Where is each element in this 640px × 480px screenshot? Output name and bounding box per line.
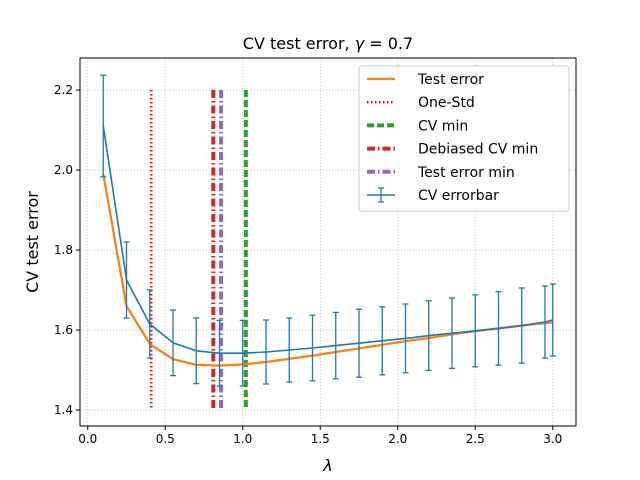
y-axis-label: CV test error bbox=[23, 191, 42, 293]
legend-box bbox=[358, 65, 570, 212]
legend: Test error One-Std CV min Debiased CV min Te… bbox=[358, 65, 570, 212]
y-tick-label: 1.8 bbox=[54, 243, 73, 257]
chart-title: CV test error, γ = 0.7 bbox=[243, 34, 413, 53]
legend-label: Test error min bbox=[417, 165, 515, 181]
y-tick-label: 1.4 bbox=[54, 403, 73, 417]
axis-ticks: 0.0 0.5 1.0 1.5 2.0 2.5 3.0 1.4 1.6 1.8 2.0 2.2 bbox=[54, 83, 562, 446]
legend-entry-one-std: One-Std bbox=[367, 95, 475, 111]
legend-label: CV errorbar bbox=[418, 188, 499, 204]
legend-entry-cv-errorbar: CV errorbar bbox=[367, 187, 499, 204]
y-tick-label: 2.2 bbox=[54, 83, 73, 97]
x-tick-label: 1.0 bbox=[233, 432, 252, 446]
y-tick-label: 2.0 bbox=[54, 163, 73, 177]
legend-entry-cv-min: CV min bbox=[367, 118, 468, 134]
vertical-marker-lines bbox=[150, 90, 248, 410]
x-tick-label: 1.5 bbox=[311, 432, 330, 446]
legend-label: Test error bbox=[417, 72, 484, 88]
y-tick-label: 1.6 bbox=[54, 323, 73, 337]
legend-entry-test-error-min: Test error min bbox=[367, 165, 515, 181]
legend-label: One-Std bbox=[418, 95, 475, 111]
legend-label: CV min bbox=[418, 118, 468, 134]
data-series bbox=[100, 74, 556, 387]
x-tick-label: 0.5 bbox=[156, 432, 175, 446]
x-tick-label: 0.0 bbox=[78, 432, 97, 446]
plot-area-frame bbox=[79, 57, 577, 427]
errorbar-point bbox=[100, 74, 107, 178]
x-tick-label: 2.5 bbox=[466, 432, 485, 446]
x-axis-label: λ bbox=[322, 456, 332, 475]
x-tick-label: 2.0 bbox=[388, 432, 407, 446]
series-line-cv-errorbar bbox=[102, 125, 553, 355]
legend-label: Debiased CV min bbox=[418, 142, 538, 158]
x-tick-label: 3.0 bbox=[543, 432, 562, 446]
title-gamma-symbol: γ bbox=[355, 34, 366, 53]
legend-entry-debiased-cv-min: Debiased CV min bbox=[367, 142, 538, 158]
legend-entry-test-error: Test error bbox=[367, 72, 484, 88]
